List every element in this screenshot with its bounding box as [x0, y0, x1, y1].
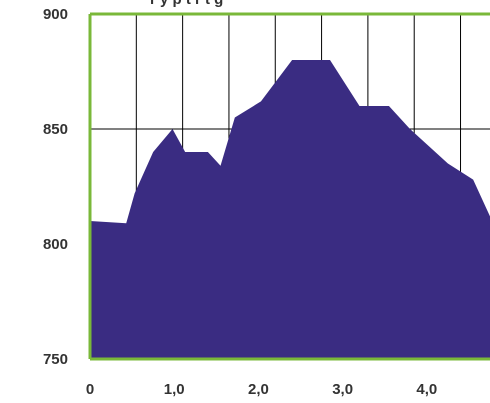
y-tick-label: 750 [43, 351, 68, 368]
y-tick-label: 850 [43, 121, 68, 138]
x-tick-label: 3,0 [332, 381, 353, 398]
x-axis-ticks: 0 1,0 2,0 3,0 4,0 [86, 381, 437, 398]
elevation-area [90, 60, 490, 359]
x-tick-label: 4,0 [416, 381, 437, 398]
plot-frame [88, 12, 490, 361]
y-tick-label: 900 [43, 6, 68, 23]
x-tick-label: 1,0 [164, 381, 185, 398]
x-tick-label: 2,0 [248, 381, 269, 398]
x-tick-label: 0 [86, 381, 94, 398]
chart-title-partial: r y p t r t g [150, 0, 223, 8]
y-tick-label: 800 [43, 236, 68, 253]
y-axis-ticks: 750 800 850 900 [43, 6, 68, 368]
